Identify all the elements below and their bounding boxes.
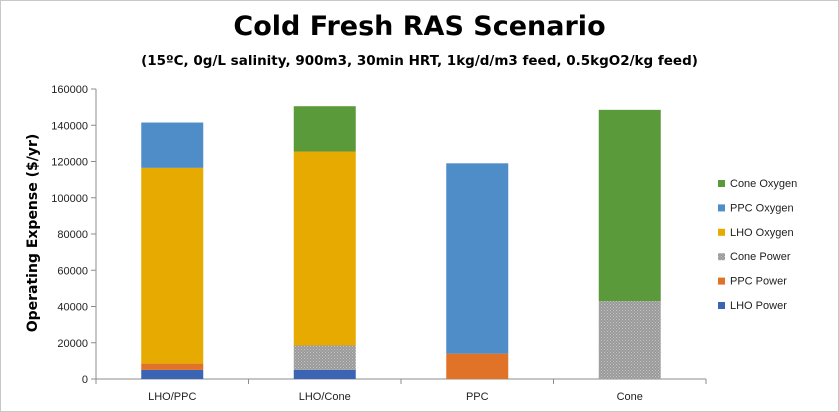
legend: Cone Oxygen PPC Oxygen LHO Oxygen Cone Powe… bbox=[718, 178, 797, 312]
bars bbox=[141, 106, 661, 379]
bar-lho-oxygen-lho-cone bbox=[293, 151, 356, 346]
legend-label: LHO Power bbox=[730, 300, 787, 312]
chart-subtitle: (15ºC, 0g/L salinity, 900m3, 30min HRT, … bbox=[141, 53, 698, 69]
x-tick-label: Cone bbox=[617, 391, 643, 403]
bar-lho-power-lho-cone bbox=[293, 369, 356, 379]
y-tick-label: 40000 bbox=[57, 302, 88, 314]
legend-swatch bbox=[718, 228, 725, 236]
legend-swatch bbox=[718, 302, 725, 309]
legend-swatch bbox=[718, 277, 725, 285]
legend-label: Cone Power bbox=[730, 251, 791, 263]
y-tick-label: 120000 bbox=[51, 157, 88, 169]
x-tick-label: LHO/PPC bbox=[148, 391, 196, 403]
bar-lho-power-lho-ppc bbox=[141, 369, 204, 379]
bar-cone-oxygen-cone bbox=[598, 109, 661, 302]
bar-lho-oxygen-lho-ppc bbox=[141, 167, 204, 364]
y-tick-label: 20000 bbox=[57, 338, 88, 350]
y-tick-label: 80000 bbox=[57, 229, 88, 241]
legend-swatch bbox=[718, 180, 725, 187]
x-tick-label: PPC bbox=[466, 391, 489, 403]
legend-swatch bbox=[718, 253, 725, 261]
bar-ppc-power-lho-ppc bbox=[141, 363, 204, 370]
legend-label: LHO Oxygen bbox=[730, 227, 794, 239]
chart-title: Cold Fresh RAS Scenario bbox=[233, 11, 606, 42]
bar-ppc-oxygen-ppc bbox=[446, 163, 509, 354]
legend-label: Cone Oxygen bbox=[730, 178, 797, 190]
y-tick-label: 160000 bbox=[51, 84, 88, 96]
bar-cone-oxygen-lho-cone bbox=[293, 106, 356, 152]
y-tick-label: 60000 bbox=[57, 265, 88, 277]
y-axis-label: Operating Expense ($/yr) bbox=[25, 134, 41, 333]
bar-ppc-oxygen-lho-ppc bbox=[141, 122, 204, 168]
legend-label: PPC Power bbox=[730, 276, 787, 288]
y-tick-label: 140000 bbox=[51, 120, 88, 132]
bar-ppc-power-ppc bbox=[446, 353, 509, 379]
legend-swatch bbox=[718, 204, 725, 212]
y-tick-label: 0 bbox=[82, 374, 88, 386]
legend-label: PPC Oxygen bbox=[730, 202, 794, 214]
x-tick-label: LHO/Cone bbox=[299, 391, 351, 403]
y-tick-label: 100000 bbox=[51, 193, 88, 205]
bar-cone-power-lho-cone bbox=[293, 345, 356, 370]
axes: 0 20000 40000 60000 80000 100000 120000 140000 1… bbox=[51, 84, 707, 403]
bar-cone-power-cone bbox=[598, 301, 661, 379]
